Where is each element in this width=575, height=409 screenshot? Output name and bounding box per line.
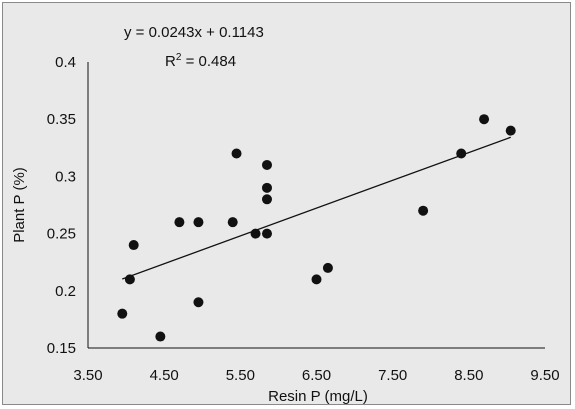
data-point	[261, 159, 272, 170]
data-point	[124, 274, 135, 285]
data-point	[155, 331, 166, 342]
data-point	[193, 217, 204, 228]
y-tick-label: 0.15	[47, 340, 76, 357]
data-point	[261, 194, 272, 205]
data-point	[479, 114, 490, 125]
y-tick-label: 0.2	[55, 283, 76, 300]
r-squared-label: R2 = 0.484	[165, 52, 236, 70]
x-axis-title: Resin P (mg/L)	[268, 388, 368, 405]
x-tick-label: 6.50	[302, 367, 331, 384]
r-squared-r: R	[165, 53, 176, 70]
data-point	[117, 308, 128, 319]
x-tick-label: 7.50	[378, 367, 407, 384]
chart-frame	[2, 2, 571, 405]
data-point	[261, 182, 272, 193]
data-point	[231, 148, 242, 159]
x-tick-labels: 3.50 4.50 5.50 6.50 7.50 8.50 9.50	[73, 367, 559, 384]
data-point	[456, 148, 467, 159]
data-point	[250, 228, 261, 239]
data-point	[418, 205, 429, 216]
x-tick-label: 3.50	[73, 367, 102, 384]
data-point	[261, 228, 272, 239]
y-tick-label: 0.3	[55, 168, 76, 185]
x-tick-label: 5.50	[226, 367, 255, 384]
y-axis-title: Plant P (%)	[11, 167, 28, 243]
x-tick-label: 9.50	[530, 367, 559, 384]
trendline-equation: y = 0.0243x + 0.1143	[124, 24, 264, 41]
data-point	[128, 240, 139, 251]
y-tick-label: 0.4	[55, 54, 76, 71]
r-squared-power: 2	[176, 52, 182, 63]
data-point	[227, 217, 238, 228]
x-tick-label: 4.50	[150, 367, 179, 384]
y-tick-label: 0.35	[47, 111, 76, 128]
trendline-group	[122, 136, 511, 280]
data-point	[311, 274, 322, 285]
data-point	[322, 262, 333, 273]
data-point	[505, 125, 516, 136]
data-points	[117, 114, 516, 342]
data-point	[193, 297, 204, 308]
y-tick-label: 0.25	[47, 226, 76, 243]
trendline	[122, 136, 511, 280]
y-tick-labels: 0.15 0.2 0.25 0.3 0.35 0.4	[47, 54, 76, 357]
data-point	[174, 217, 185, 228]
r-squared-value: = 0.484	[181, 53, 236, 70]
x-tick-label: 8.50	[454, 367, 483, 384]
axes	[87, 62, 545, 349]
